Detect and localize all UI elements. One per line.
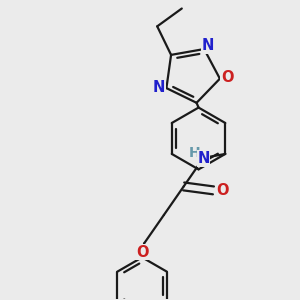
Text: O: O xyxy=(216,183,228,198)
Text: O: O xyxy=(136,245,148,260)
Text: N: N xyxy=(202,38,214,53)
Text: H: H xyxy=(189,146,201,160)
Text: O: O xyxy=(221,70,233,86)
Text: N: N xyxy=(197,151,210,166)
Text: N: N xyxy=(153,80,166,95)
